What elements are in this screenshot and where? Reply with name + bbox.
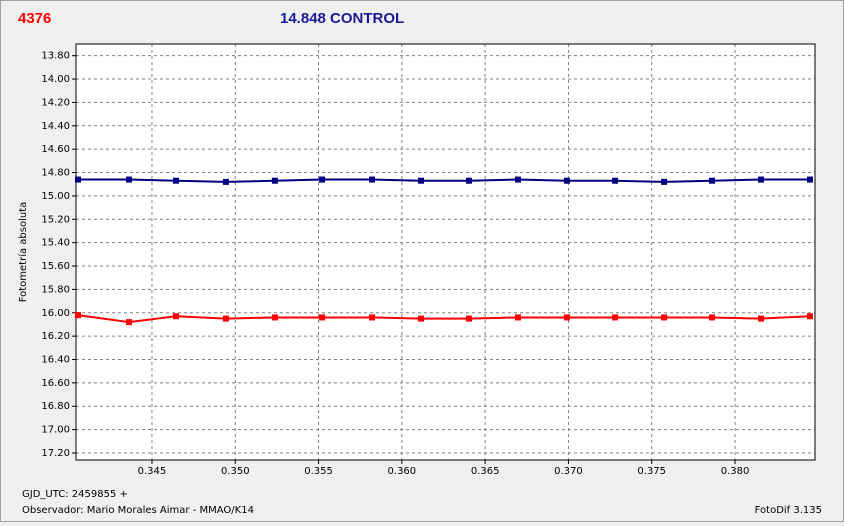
y-tick-label: 17.00 bbox=[41, 425, 70, 436]
data-point bbox=[125, 319, 132, 326]
y-tick-label: 16.80 bbox=[41, 401, 70, 412]
data-point bbox=[807, 313, 814, 320]
data-point bbox=[418, 315, 425, 322]
y-tick-label: 14.80 bbox=[41, 168, 70, 179]
y-tick-label: 14.20 bbox=[41, 97, 70, 108]
y-tick-label: 15.20 bbox=[41, 214, 70, 225]
data-point bbox=[758, 176, 765, 183]
y-tick-label: 17.20 bbox=[41, 448, 70, 459]
data-point bbox=[465, 315, 472, 322]
data-point bbox=[222, 315, 229, 322]
data-point bbox=[514, 176, 521, 183]
x-tick-label: 0.370 bbox=[554, 466, 583, 477]
data-point bbox=[172, 177, 179, 184]
series-line bbox=[77, 314, 811, 324]
y-tick-label: 15.40 bbox=[41, 238, 70, 249]
software-label: FotoDif 3.135 bbox=[755, 505, 822, 516]
data-point bbox=[222, 178, 229, 185]
series-line bbox=[77, 178, 811, 183]
data-point bbox=[172, 313, 179, 320]
y-tick-label: 15.80 bbox=[41, 284, 70, 295]
chart-title: 14.848 CONTROL bbox=[280, 10, 404, 27]
y-tick-label: 15.00 bbox=[41, 191, 70, 202]
y-axis-label: Fotometría absoluta bbox=[17, 202, 29, 303]
y-tick-label: 16.60 bbox=[41, 378, 70, 389]
footer-line: GJD_UTC: 2459855 + bbox=[22, 489, 128, 500]
data-point bbox=[758, 315, 765, 322]
y-tick-label: 16.20 bbox=[41, 331, 70, 342]
data-point bbox=[271, 314, 278, 321]
data-point bbox=[369, 176, 376, 183]
data-point bbox=[319, 314, 326, 321]
x-tick-label: 0.360 bbox=[388, 466, 417, 477]
x-tick-label: 0.345 bbox=[138, 466, 167, 477]
data-point bbox=[563, 177, 570, 184]
y-tick-label: 14.40 bbox=[41, 121, 70, 132]
footer-line: Observador: Mario Morales Aimar - MMAO/K… bbox=[22, 505, 254, 516]
data-point bbox=[563, 314, 570, 321]
data-point bbox=[74, 176, 81, 183]
y-tick-label: 14.60 bbox=[41, 144, 70, 155]
data-point bbox=[807, 176, 814, 183]
y-tick-label: 14.00 bbox=[41, 74, 70, 85]
data-point bbox=[661, 178, 668, 185]
data-point bbox=[465, 177, 472, 184]
y-tick-label: 13.80 bbox=[41, 51, 70, 62]
y-tick-label: 16.00 bbox=[41, 308, 70, 319]
y-tick-label: 15.60 bbox=[41, 261, 70, 272]
star-label: 4376 bbox=[18, 10, 51, 27]
data-point bbox=[74, 312, 81, 319]
data-point bbox=[514, 314, 521, 321]
data-point bbox=[709, 177, 716, 184]
x-tick-label: 0.380 bbox=[721, 466, 750, 477]
y-tick-label: 16.40 bbox=[41, 355, 70, 366]
data-point bbox=[418, 177, 425, 184]
data-point bbox=[612, 314, 619, 321]
data-point bbox=[271, 177, 278, 184]
x-tick-label: 0.365 bbox=[471, 466, 500, 477]
x-tick-label: 0.375 bbox=[637, 466, 666, 477]
data-point bbox=[709, 314, 716, 321]
data-point bbox=[661, 314, 668, 321]
data-point bbox=[125, 176, 132, 183]
x-tick-label: 0.355 bbox=[304, 466, 333, 477]
x-tick-label: 0.350 bbox=[221, 466, 250, 477]
plot-border bbox=[75, 43, 816, 461]
data-point bbox=[612, 177, 619, 184]
data-point bbox=[369, 314, 376, 321]
data-point bbox=[319, 176, 326, 183]
plot-area bbox=[76, 44, 815, 460]
